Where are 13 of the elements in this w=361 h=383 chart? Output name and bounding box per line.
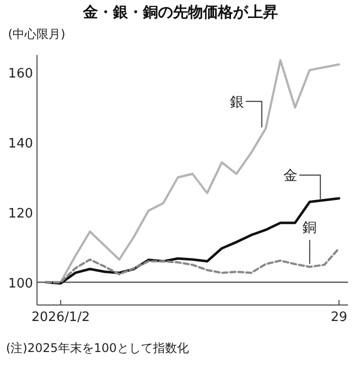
y-tick-label: 160	[8, 66, 33, 82]
series-label: 銀	[230, 94, 244, 110]
series-label: 銅	[302, 220, 317, 236]
y-tick-label: 100	[8, 276, 33, 292]
y-tick-label: 140	[8, 136, 33, 152]
series-label: 金	[283, 168, 298, 184]
x-tick-label: 29	[330, 310, 348, 325]
chart-title: 金・銀・銅の先物価格が上昇	[82, 3, 278, 21]
x-tick-label: 2026/1/2	[31, 310, 90, 325]
line-series	[44, 247, 340, 284]
chart-subtitle: (中心限月)	[8, 27, 66, 41]
y-tick-label: 120	[8, 206, 33, 222]
text: (注)2025年末を100として指数化	[6, 341, 189, 355]
